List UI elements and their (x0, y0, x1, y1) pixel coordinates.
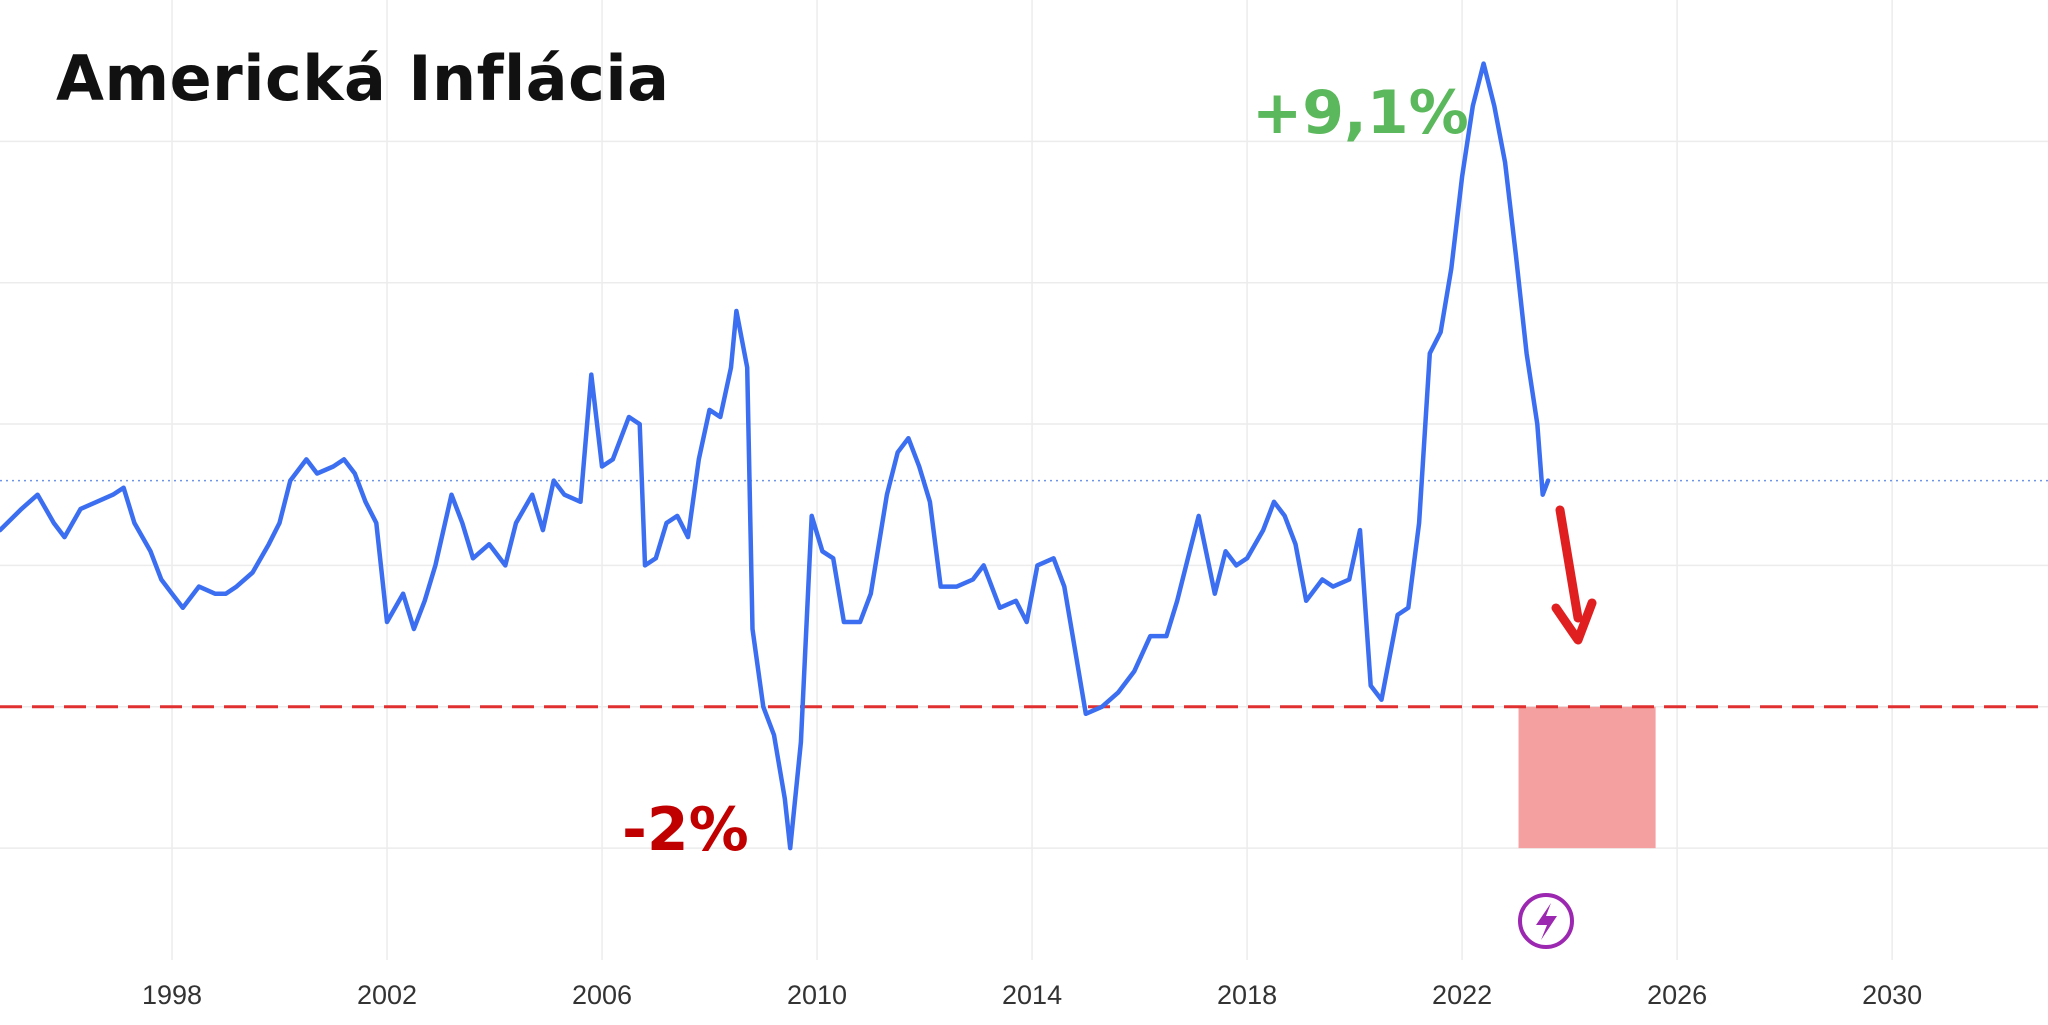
target-zone-layer (1518, 706, 1656, 849)
x-tick-label: 2022 (1432, 980, 1492, 1010)
x-tick-label: 2026 (1647, 980, 1707, 1010)
annotations-layer (1518, 505, 1597, 949)
x-tick-label: 1998 (142, 980, 202, 1010)
reference-lines (0, 479, 2048, 709)
arrow-head (1551, 598, 1597, 645)
x-tick-label: 2010 (787, 980, 847, 1010)
x-axis-ticks: 1998 2002 2006 2010 2014 2018 2022 2026 2030 (142, 980, 1922, 1010)
chart-title: Americká Inflácia (56, 42, 670, 115)
x-tick-label: 2018 (1217, 980, 1277, 1010)
grid (0, 0, 2048, 960)
series-line (0, 61, 1551, 851)
x-tick-label: 2030 (1862, 980, 1922, 1010)
x-tick-label: 2002 (357, 980, 417, 1010)
x-tick-label: 2006 (572, 980, 632, 1010)
lightning-icon (1518, 893, 1574, 949)
series-layer (0, 61, 1551, 851)
down-arrow-icon (1551, 505, 1597, 645)
peak-label: +9,1% (1252, 78, 1469, 148)
x-tick-label: 2014 (1002, 980, 1062, 1010)
target-zone (1518, 706, 1656, 849)
lightning-bolt (1536, 903, 1557, 940)
arrow-shaft (1555, 505, 1583, 623)
low-label: -2% (622, 795, 749, 865)
